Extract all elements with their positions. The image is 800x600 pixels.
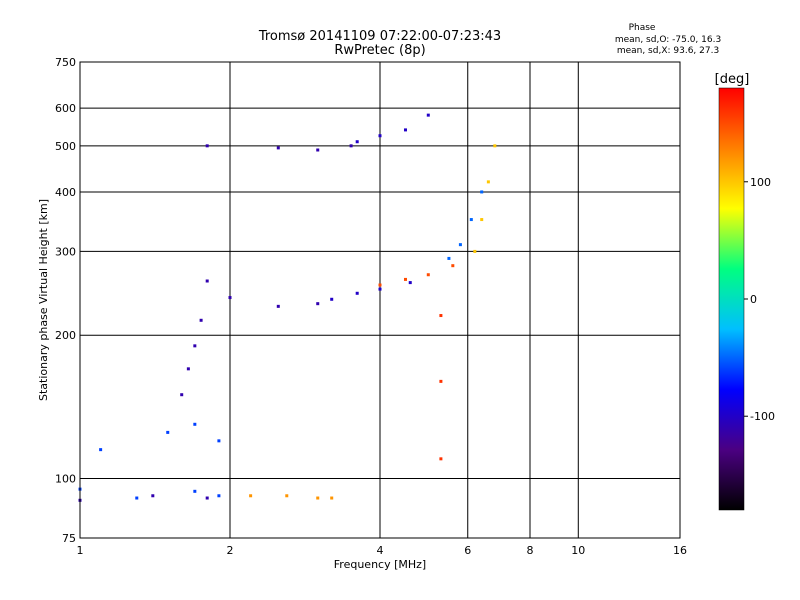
y-tick-label: 600: [55, 102, 76, 115]
data-point: [316, 148, 320, 152]
y-tick-label: 500: [55, 140, 76, 153]
data-point: [249, 494, 253, 498]
data-point: [378, 287, 382, 291]
y-axis-ticks: 75 100 200 300 400 500 600 750: [55, 56, 76, 545]
data-point: [408, 281, 412, 285]
data-point: [99, 448, 103, 452]
plot-frame: [79, 61, 681, 539]
data-point: [469, 218, 473, 222]
data-point: [493, 144, 497, 148]
data-point: [228, 296, 232, 300]
chart-title: Tromsø 20141109 07:22:00-07:23:43: [258, 29, 501, 44]
data-point: [378, 283, 382, 287]
x-axis-label: Frequency [MHz]: [334, 558, 426, 571]
data-point: [186, 367, 190, 371]
data-point: [378, 134, 382, 138]
data-point: [276, 304, 280, 308]
data-point: [403, 277, 407, 281]
data-point: [205, 279, 209, 283]
stats-title: Phase: [629, 23, 656, 33]
colorbar-label: [deg]: [715, 72, 750, 87]
data-point: [330, 297, 334, 301]
grid-lines: [80, 62, 680, 538]
y-tick-label: 75: [62, 532, 76, 545]
data-point: [349, 144, 353, 148]
y-tick-label: 200: [55, 329, 76, 342]
data-point: [480, 218, 484, 222]
x-tick-label: 8: [527, 544, 534, 557]
data-point: [166, 430, 170, 434]
data-point: [330, 496, 334, 500]
data-point: [217, 494, 221, 498]
data-point: [426, 113, 430, 117]
data-point: [285, 494, 289, 498]
colorbar-ticks: 100 0 -100: [744, 176, 775, 423]
data-point: [199, 318, 203, 322]
data-points: [78, 113, 497, 502]
stats-line-o: mean, sd,O: -75.0, 16.3: [615, 35, 721, 45]
data-point: [355, 140, 359, 144]
x-tick-label: 16: [673, 544, 687, 557]
data-point: [439, 457, 443, 461]
y-tick-label: 300: [55, 245, 76, 258]
data-point: [458, 243, 462, 247]
x-tick-label: 2: [227, 544, 234, 557]
data-point: [205, 144, 209, 148]
colorbar-tick-label: 100: [750, 176, 771, 189]
data-point: [480, 190, 484, 194]
data-point: [316, 496, 320, 500]
data-point: [135, 496, 139, 500]
data-point: [180, 393, 184, 397]
x-tick-label: 4: [377, 544, 384, 557]
y-axis-label: Stationary phase Virtual Height [km]: [37, 199, 50, 401]
y-tick-label: 100: [55, 473, 76, 486]
data-point: [473, 249, 477, 253]
data-point: [439, 379, 443, 383]
data-point: [151, 494, 155, 498]
data-point: [426, 273, 430, 277]
data-point: [193, 344, 197, 348]
x-tick-label: 6: [464, 544, 471, 557]
data-point: [486, 180, 490, 184]
data-point: [447, 256, 451, 260]
x-axis-ticks: 1 2 4 6 8 10 16: [77, 544, 688, 557]
chart-subtitle: RwPretec (8p): [334, 43, 425, 58]
data-point: [217, 439, 221, 443]
data-point: [205, 496, 209, 500]
y-tick-label: 400: [55, 186, 76, 199]
data-point: [439, 314, 443, 318]
data-point: [193, 489, 197, 493]
stats-line-x: mean, sd,X: 93.6, 27.3: [617, 46, 719, 56]
data-point: [276, 146, 280, 150]
data-point: [451, 264, 455, 268]
data-point: [403, 128, 407, 132]
y-tick-label: 750: [55, 56, 76, 69]
colorbar: [718, 87, 745, 511]
data-point: [355, 291, 359, 295]
x-tick-label: 10: [571, 544, 585, 557]
x-tick-label: 1: [77, 544, 84, 557]
data-point: [316, 302, 320, 306]
colorbar-tick-label: 0: [750, 293, 757, 306]
colorbar-tick-label: -100: [750, 410, 775, 423]
data-point: [193, 422, 197, 426]
